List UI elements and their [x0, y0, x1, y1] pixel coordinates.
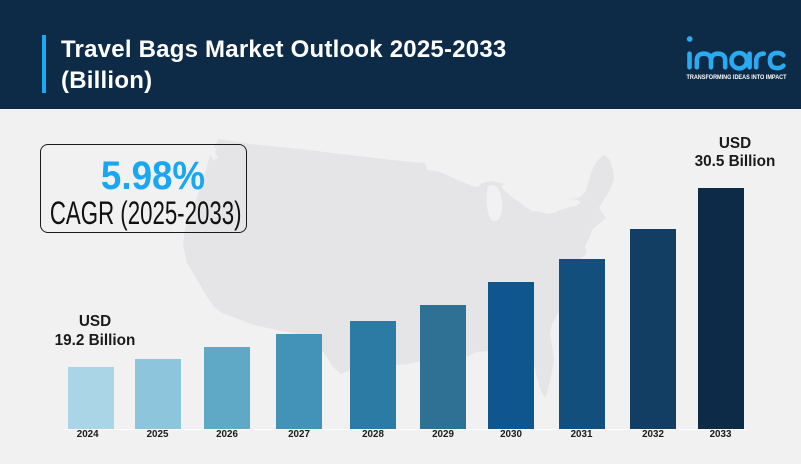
svg-text:TRANSFORMING IDEAS INTO IMPACT: TRANSFORMING IDEAS INTO IMPACT — [687, 74, 787, 81]
